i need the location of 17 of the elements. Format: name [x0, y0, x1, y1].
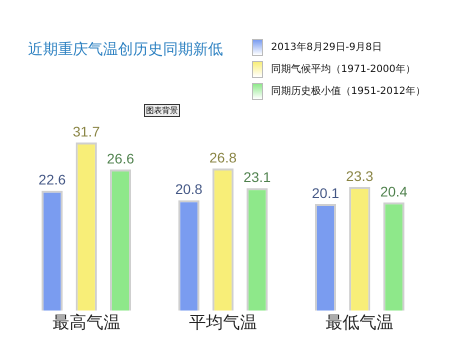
data-label: 26.8	[209, 149, 237, 166]
x-tick-label: 最高气温	[52, 313, 120, 334]
data-label: 26.6	[106, 150, 134, 166]
data-label: 20.4	[380, 183, 408, 200]
data-label: 20.8	[175, 181, 203, 198]
legend-label: 2013年8月29日-9月8日	[271, 41, 382, 54]
legend-label: 同期气候平均（1971-2000年）	[271, 62, 416, 76]
legend-label: 同期历史极小值（1951-2012年）	[271, 84, 426, 98]
text: 图表背景	[144, 104, 180, 117]
x-tick-label: 平均气温	[189, 313, 257, 334]
data-label: 22.6	[38, 172, 66, 188]
data-label: 20.1	[312, 184, 340, 201]
data-label: 23.3	[346, 168, 374, 184]
data-label: 31.7	[72, 123, 100, 140]
data-label: 23.1	[244, 168, 272, 185]
chart-title: 近期重庆气温创历史同期新低	[28, 40, 223, 59]
x-tick-label: 最低气温	[326, 313, 394, 334]
